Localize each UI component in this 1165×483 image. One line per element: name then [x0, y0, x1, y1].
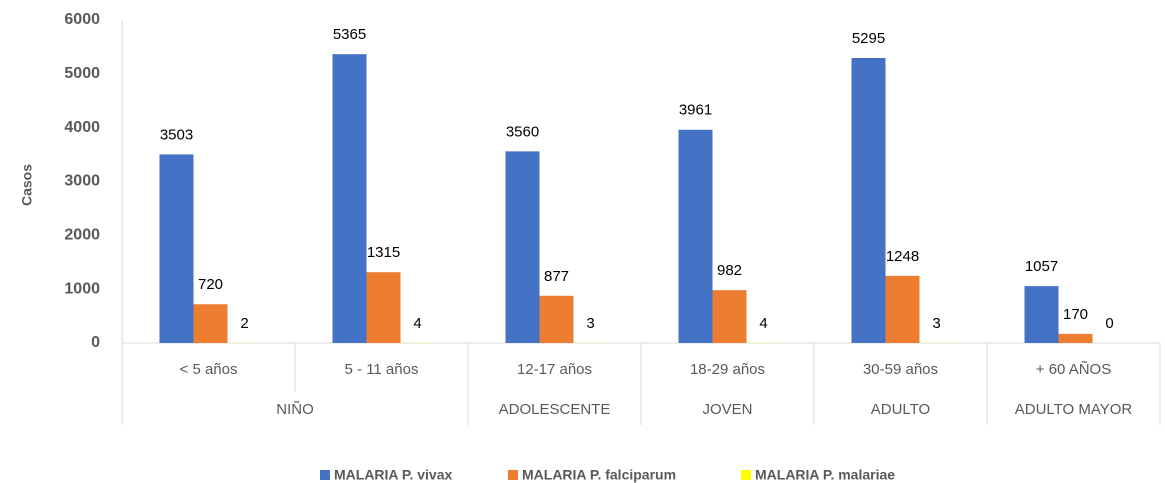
data-label: 3961: [679, 102, 712, 119]
y-axis-label: Casos: [19, 164, 35, 206]
data-label: 1248: [886, 248, 919, 265]
bar: [712, 290, 747, 343]
data-label: 0: [1105, 315, 1113, 332]
data-label: 877: [544, 268, 569, 285]
group-label: ADULTO: [871, 401, 930, 418]
bar: [366, 272, 401, 343]
data-label: 3: [586, 315, 594, 332]
data-label: 170: [1063, 306, 1088, 323]
bar: [159, 154, 194, 343]
legend-swatch: [508, 470, 518, 480]
x-tick-label: + 60 AÑOS: [1036, 361, 1111, 378]
x-tick-label: 5 - 11 años: [345, 361, 419, 378]
data-label: 3560: [506, 123, 539, 140]
x-tick-label: 30-59 años: [863, 361, 938, 378]
group-label: ADULTO MAYOR: [1015, 401, 1133, 418]
data-label: 3: [932, 315, 940, 332]
y-tick-label: 5000: [64, 65, 100, 82]
bar: [505, 151, 540, 343]
group-label: ADOLESCENTE: [499, 401, 611, 418]
legend-label: MALARIA P. falciparum: [522, 467, 676, 483]
data-label: 2: [240, 315, 248, 332]
y-tick-label: 3000: [64, 173, 100, 190]
bar: [332, 54, 367, 343]
bar: [851, 57, 886, 343]
y-tick-label: 1000: [64, 280, 100, 297]
x-tick-label: 18-29 años: [690, 361, 765, 378]
data-label: 3503: [160, 126, 193, 143]
data-label: 1315: [367, 244, 400, 261]
x-tick-label: < 5 años: [180, 361, 238, 378]
y-tick-label: 0: [91, 334, 100, 351]
bar: [1024, 286, 1059, 343]
data-label: 4: [413, 315, 421, 332]
legend-label: MALARIA P. vivax: [334, 467, 452, 483]
legend-swatch: [320, 470, 330, 480]
y-tick-label: 2000: [64, 227, 100, 244]
bar: [1058, 333, 1093, 343]
data-label: 982: [717, 262, 742, 279]
bar: [885, 275, 920, 343]
data-label: 5295: [852, 30, 885, 47]
legend-swatch: [741, 470, 751, 480]
bar: [539, 295, 574, 343]
data-label: 1057: [1025, 258, 1058, 275]
bar: [678, 129, 713, 343]
y-tick-label: 6000: [64, 11, 100, 28]
bar: [193, 304, 228, 343]
x-tick-label: 12-17 años: [517, 361, 592, 378]
legend-label: MALARIA P. malariae: [755, 467, 895, 483]
group-label: JOVEN: [702, 401, 752, 418]
data-label: 5365: [333, 26, 366, 43]
data-label: 4: [759, 315, 767, 332]
y-tick-label: 4000: [64, 119, 100, 136]
group-label: NIÑO: [276, 401, 314, 418]
data-label: 720: [198, 276, 223, 293]
